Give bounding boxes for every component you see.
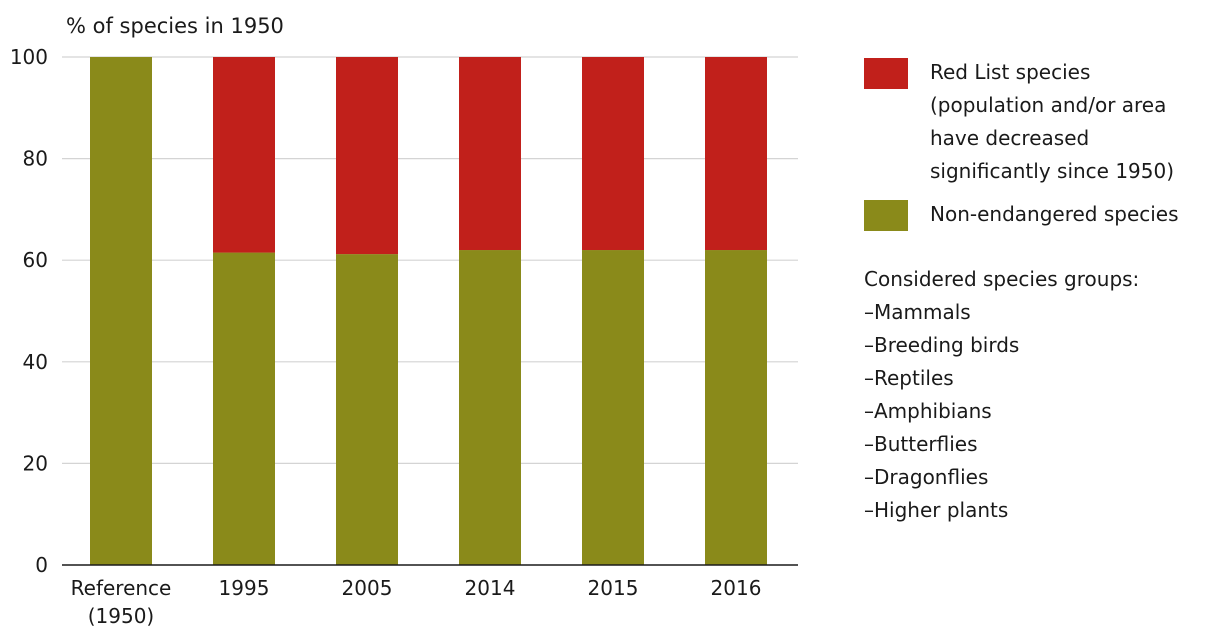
y-axis-title: % of species in 1950: [66, 14, 284, 38]
y-tick-label: 20: [23, 451, 48, 475]
y-tick-label: 100: [10, 45, 48, 69]
y-tick-labels: 0 20 40 60 80 100: [10, 45, 48, 577]
x-tick-label: 2005: [342, 576, 393, 600]
bar-segment: [705, 250, 767, 566]
y-tick-label: 80: [23, 147, 48, 171]
bar-segment: [459, 57, 521, 251]
bar-segment: [705, 57, 767, 251]
legend-label-red-list: Red List species (population and/or area…: [930, 60, 1175, 183]
species-group-item: Amphibians: [864, 395, 1206, 428]
x-tick-label: 2015: [588, 576, 639, 600]
bar-segment: [90, 57, 152, 565]
bar-segment: [213, 57, 275, 253]
bar-segment: [582, 250, 644, 566]
species-groups-list: MammalsBreeding birdsReptilesAmphibiansB…: [864, 296, 1206, 527]
legend: Red List species (population and/or area…: [864, 56, 1206, 527]
species-group-item: Higher plants: [864, 494, 1206, 527]
y-tick-label: 0: [35, 553, 48, 577]
legend-item-red-list: Red List species (population and/or area…: [864, 56, 1206, 188]
species-groups-title: Considered species groups:: [864, 267, 1140, 291]
stacked-bar-chart: % of species in 1950 0 20 40 60 80 100 Refere…: [10, 14, 798, 628]
species-group-item: Mammals: [864, 296, 1206, 329]
non-endangered-swatch: [864, 200, 908, 231]
bars: [90, 57, 767, 566]
bar-segment: [336, 57, 398, 255]
bar-segment: [213, 252, 275, 565]
x-tick-labels: Reference (1950) 1995 2005 2014 2015 2016: [71, 576, 762, 628]
grid-lines: [62, 56, 798, 464]
bar-segment: [336, 254, 398, 565]
bar-segment: [459, 250, 521, 566]
bar-segment: [582, 57, 644, 251]
species-group-item: Butterflies: [864, 428, 1206, 461]
x-tick-label: 2016: [711, 576, 762, 600]
y-tick-label: 40: [23, 350, 48, 374]
red-list-swatch: [864, 58, 908, 89]
species-groups: Considered species groups: MammalsBreedi…: [864, 263, 1206, 527]
legend-item-non-endangered: Non-endangered species: [864, 198, 1206, 231]
y-tick-label: 60: [23, 248, 48, 272]
species-group-item: Breeding birds: [864, 329, 1206, 362]
x-tick-label: 1995: [219, 576, 270, 600]
legend-label-non-endangered: Non-endangered species: [930, 202, 1179, 226]
species-group-item: Reptiles: [864, 362, 1206, 395]
species-group-item: Dragonflies: [864, 461, 1206, 494]
x-tick-label: 2014: [465, 576, 516, 600]
x-tick-label: Reference (1950): [71, 576, 172, 628]
